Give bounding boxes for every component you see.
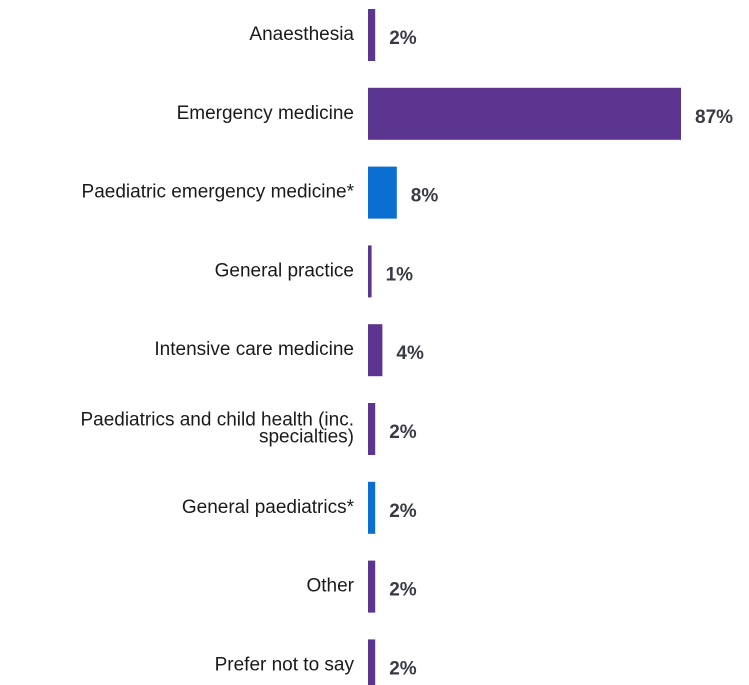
bar-4 <box>368 324 383 377</box>
category-label-1: Emergency medicine <box>177 103 354 124</box>
category-label-0: Anaesthesia <box>249 24 354 45</box>
bar-3 <box>368 245 372 298</box>
bar-8 <box>368 639 376 685</box>
value-label-2: 8% <box>411 186 439 207</box>
value-label-0: 2% <box>389 28 417 49</box>
category-label-3: General practice <box>215 260 354 281</box>
category-label-4: Intensive care medicine <box>154 339 354 360</box>
bar-6 <box>368 481 376 534</box>
category-label-5: Paediatrics and child health (inc. specia… <box>80 410 354 448</box>
bar-1 <box>368 87 681 140</box>
value-label-1: 87% <box>695 107 733 128</box>
bar-5 <box>368 403 376 455</box>
bar-7 <box>368 560 376 613</box>
category-label-6: General paediatrics* <box>182 497 355 518</box>
value-label-4: 4% <box>396 343 424 364</box>
category-label-8: Prefer not to say <box>215 654 355 675</box>
value-label-8: 2% <box>389 658 417 679</box>
value-label-3: 1% <box>386 264 414 285</box>
value-label-6: 2% <box>389 501 417 522</box>
value-label-5: 2% <box>389 422 417 443</box>
value-label-7: 2% <box>389 580 417 601</box>
bar-2 <box>368 166 397 219</box>
bar-0 <box>368 9 376 61</box>
category-label-2: Paediatric emergency medicine* <box>82 182 355 203</box>
category-label-7: Other <box>306 576 354 597</box>
